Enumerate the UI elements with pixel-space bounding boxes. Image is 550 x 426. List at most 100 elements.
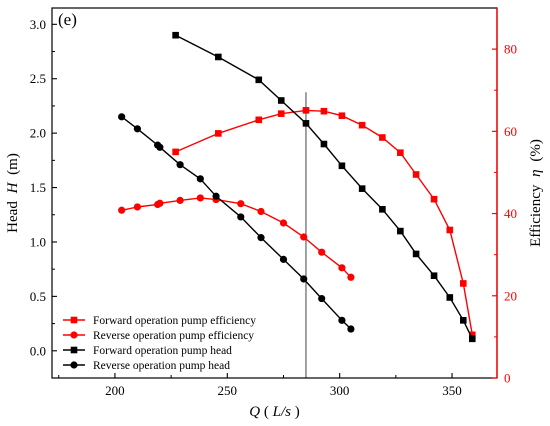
data-point <box>320 107 328 115</box>
data-point <box>320 140 328 148</box>
legend-label: Forward operation pump head <box>93 345 232 357</box>
x-axis-unit-close: ) <box>295 404 300 420</box>
data-point <box>215 130 222 137</box>
panel-label: (e) <box>58 10 77 29</box>
data-point <box>118 113 126 121</box>
data-point <box>338 264 346 272</box>
legend-label: Reverse operation pump head <box>93 360 230 372</box>
data-point <box>172 148 179 156</box>
data-point <box>430 272 438 280</box>
data-point <box>338 162 346 170</box>
data-point <box>412 171 420 178</box>
data-point <box>196 175 204 183</box>
data-point <box>212 192 220 200</box>
data-point <box>446 294 454 301</box>
data-point <box>176 161 184 169</box>
legend-marker <box>70 316 78 324</box>
data-point <box>176 196 184 204</box>
x-axis-unit: L/s <box>272 404 292 420</box>
data-point <box>412 250 420 258</box>
axes-layer: 200 250 300 350 0.0 0.5 1.0 1.5 2.0 2.5 3.0 0 20 40 60… <box>30 8 517 398</box>
data-point <box>156 199 164 207</box>
data-point <box>347 273 355 281</box>
data-point <box>172 31 179 39</box>
left-y-tick-label: 1.0 <box>30 234 46 249</box>
series-3 <box>172 31 476 343</box>
data-point <box>118 206 126 214</box>
data-point <box>133 125 142 133</box>
data-point <box>430 195 438 203</box>
data-point <box>277 97 285 104</box>
x-axis-label: Q ( L/s ) <box>249 404 299 420</box>
x-tick-label: 300 <box>330 383 350 398</box>
x-tick-label: 200 <box>105 383 125 398</box>
data-point <box>237 200 245 208</box>
data-point <box>196 194 204 202</box>
data-point <box>318 294 326 303</box>
data-point <box>279 219 288 227</box>
data-point <box>397 227 404 235</box>
data-point <box>358 121 366 129</box>
data-point <box>255 116 263 124</box>
legend-marker <box>70 346 78 354</box>
legend: Forward operation pump efficiency Reverse… <box>63 315 256 372</box>
series-2 <box>118 194 355 281</box>
data-point <box>338 316 346 324</box>
data-point <box>300 275 308 283</box>
legend-label: Forward operation pump efficiency <box>93 315 256 327</box>
series-1 <box>172 107 476 339</box>
data-point <box>302 120 310 127</box>
right-y-tick-label: 0 <box>504 371 511 386</box>
series-line <box>121 197 352 278</box>
left-axis-unit: (m) <box>5 153 21 175</box>
left-y-tick-label: 1.5 <box>30 180 46 195</box>
data-point <box>277 110 285 117</box>
legend-marker <box>70 361 78 369</box>
left-y-tick-label: 0.5 <box>30 289 46 304</box>
data-point <box>397 149 404 157</box>
data-point <box>468 335 476 343</box>
data-point <box>257 234 265 242</box>
right-axis-label: Efficiency η (%) <box>528 139 544 247</box>
x-axis-unit-open: ( <box>264 404 269 420</box>
series-line <box>121 116 352 330</box>
data-point <box>358 185 366 192</box>
data-point <box>255 76 263 84</box>
data-point <box>279 255 288 263</box>
left-axis-symbol: H <box>5 181 21 194</box>
left-axis-label: Head H (m) <box>5 153 21 233</box>
data-point <box>446 226 454 234</box>
series-4 <box>118 113 355 333</box>
left-y-tick-label: 2.5 <box>30 71 46 86</box>
series-line <box>175 34 473 340</box>
data-point <box>459 280 467 287</box>
data-point <box>347 325 355 333</box>
data-point <box>237 213 245 221</box>
data-point <box>379 206 386 213</box>
right-y-tick-label: 40 <box>504 206 517 221</box>
data-point <box>379 134 386 141</box>
right-y-tick-label: 60 <box>504 124 517 139</box>
right-axis-symbol: η <box>528 169 544 176</box>
left-y-tick-label: 2.0 <box>30 126 46 141</box>
x-tick-label: 250 <box>218 383 238 398</box>
x-tick-label: 350 <box>442 383 462 398</box>
data-point <box>318 248 326 256</box>
left-axis-text: Head <box>5 201 21 233</box>
data-point <box>156 143 164 151</box>
right-y-tick-label: 20 <box>504 288 517 303</box>
left-y-tick-label: 3.0 <box>30 17 46 32</box>
right-y-tick-label: 80 <box>504 42 517 57</box>
data-point <box>302 107 310 114</box>
data-point <box>215 53 222 61</box>
series-layer <box>118 31 476 343</box>
data-point <box>300 233 308 241</box>
legend-marker <box>70 331 78 339</box>
right-axis-unit: (%) <box>528 139 544 162</box>
data-point <box>133 203 142 211</box>
data-point <box>468 331 476 339</box>
data-point <box>338 112 346 120</box>
legend-label: Reverse operation pump efficiency <box>93 330 254 342</box>
right-axis-text: Efficiency <box>528 184 544 247</box>
